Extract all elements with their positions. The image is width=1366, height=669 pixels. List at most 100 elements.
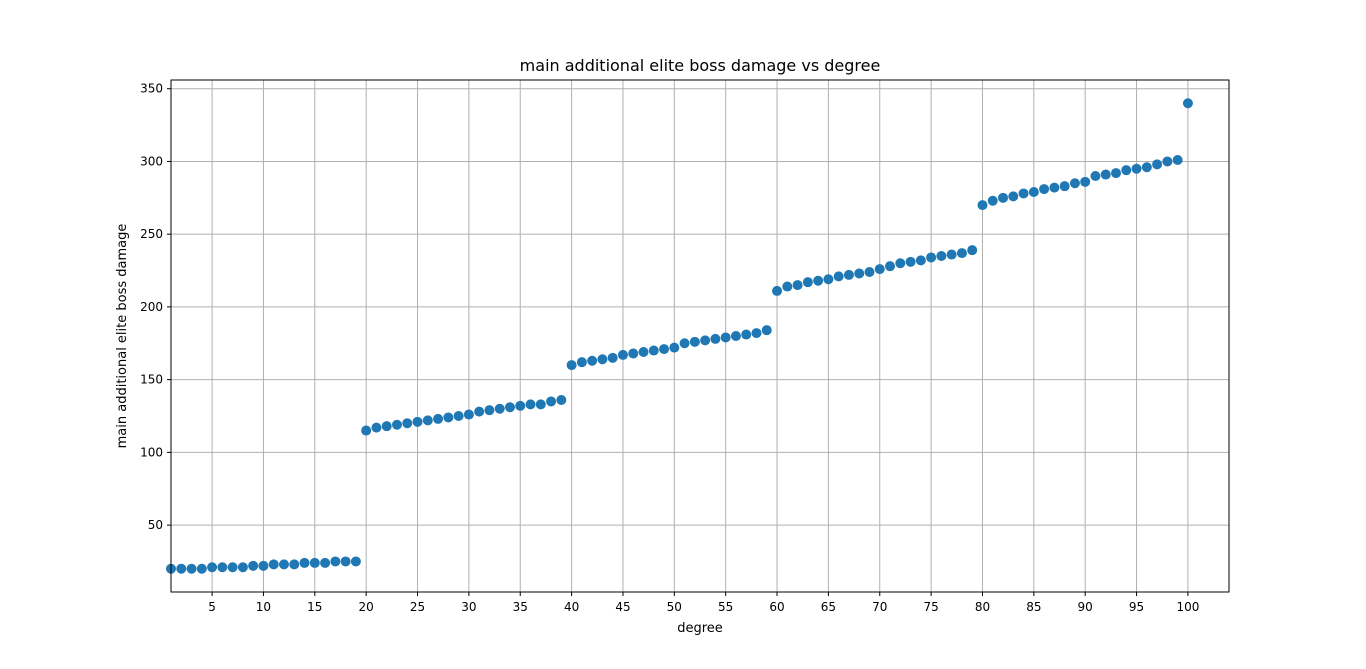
data-point bbox=[1059, 181, 1070, 192]
data-point bbox=[1028, 187, 1039, 197]
data-point bbox=[278, 559, 289, 570]
data-point bbox=[1172, 155, 1183, 165]
data-point bbox=[1141, 162, 1152, 173]
x-tick-label: 80 bbox=[975, 600, 990, 614]
data-point bbox=[761, 325, 772, 336]
data-point bbox=[381, 421, 392, 432]
data-point bbox=[494, 403, 505, 414]
data-point bbox=[823, 274, 834, 285]
data-point bbox=[1182, 98, 1193, 109]
data-point bbox=[689, 336, 700, 347]
data-point bbox=[998, 192, 1009, 203]
plot-frame bbox=[170, 79, 1230, 593]
data-point bbox=[546, 396, 557, 407]
data-point bbox=[946, 249, 957, 260]
data-point bbox=[967, 245, 978, 256]
data-point bbox=[1121, 165, 1132, 176]
data-point bbox=[1008, 191, 1019, 202]
data-point bbox=[1111, 168, 1122, 179]
data-point bbox=[402, 418, 413, 429]
data-point bbox=[504, 402, 515, 413]
data-point bbox=[289, 559, 300, 570]
data-point bbox=[443, 412, 454, 423]
x-axis-ticks: 5 10 15 20 25 30 35 40 45 50 55 60 65 70 75 80 85 90 95 100 bbox=[208, 592, 1199, 614]
y-tick-label: 300 bbox=[140, 154, 163, 168]
data-point bbox=[433, 413, 444, 424]
data-point bbox=[802, 277, 813, 288]
data-point bbox=[956, 248, 967, 259]
x-tick-label: 65 bbox=[821, 600, 836, 614]
data-point bbox=[864, 267, 875, 277]
data-point bbox=[854, 268, 865, 279]
data-point bbox=[309, 557, 320, 568]
data-point bbox=[535, 399, 546, 410]
y-tick-label: 150 bbox=[140, 373, 163, 387]
y-tick-label: 100 bbox=[140, 445, 163, 459]
data-point bbox=[525, 399, 536, 410]
x-tick-label: 90 bbox=[1078, 600, 1093, 614]
x-tick-label: 45 bbox=[615, 600, 630, 614]
data-point bbox=[628, 348, 639, 359]
x-tick-label: 50 bbox=[667, 600, 682, 614]
data-point bbox=[607, 352, 618, 363]
data-point bbox=[987, 195, 998, 206]
data-point bbox=[926, 252, 937, 263]
y-tick-label: 200 bbox=[140, 300, 163, 314]
grid-lines bbox=[171, 80, 1229, 592]
data-point bbox=[936, 251, 947, 261]
data-point bbox=[741, 329, 752, 340]
data-point bbox=[895, 258, 906, 269]
data-point bbox=[792, 280, 803, 291]
data-point bbox=[751, 328, 762, 339]
data-point bbox=[885, 261, 896, 272]
data-point bbox=[1162, 156, 1173, 167]
data-point bbox=[320, 557, 331, 568]
data-point bbox=[422, 415, 433, 426]
data-point bbox=[515, 400, 526, 411]
data-point bbox=[453, 411, 464, 421]
x-tick-label: 5 bbox=[208, 600, 216, 614]
x-tick-label: 85 bbox=[1026, 600, 1041, 614]
data-point bbox=[700, 335, 711, 346]
x-tick-label: 25 bbox=[410, 600, 425, 614]
data-point bbox=[597, 354, 608, 365]
y-axis-ticks: 50 100 150 200 250 300 350 bbox=[140, 82, 171, 532]
data-point bbox=[977, 200, 988, 211]
data-point bbox=[361, 425, 372, 436]
data-point bbox=[1152, 159, 1163, 170]
data-point bbox=[463, 409, 474, 420]
data-point bbox=[679, 338, 690, 349]
data-point bbox=[484, 405, 495, 416]
x-tick-label: 15 bbox=[307, 600, 322, 614]
x-tick-label: 30 bbox=[461, 600, 476, 614]
data-point bbox=[412, 416, 423, 427]
data-point bbox=[915, 255, 926, 266]
data-point bbox=[196, 563, 207, 574]
data-point bbox=[556, 395, 567, 405]
data-point bbox=[340, 556, 351, 567]
data-point bbox=[566, 360, 577, 371]
data-point bbox=[782, 281, 793, 292]
data-point bbox=[1131, 163, 1142, 174]
data-point bbox=[874, 264, 885, 275]
data-point bbox=[1049, 182, 1060, 193]
x-tick-label: 100 bbox=[1176, 600, 1199, 614]
data-point bbox=[1090, 171, 1101, 181]
data-point bbox=[248, 560, 259, 571]
data-point bbox=[905, 256, 916, 267]
data-point bbox=[772, 285, 783, 296]
x-tick-label: 35 bbox=[513, 600, 528, 614]
data-point bbox=[730, 331, 741, 341]
data-point bbox=[227, 562, 238, 573]
data-point bbox=[1018, 188, 1029, 199]
data-point bbox=[843, 269, 854, 280]
data-point bbox=[207, 562, 218, 573]
data-point bbox=[1069, 178, 1080, 189]
data-point bbox=[720, 332, 731, 343]
data-point bbox=[576, 357, 587, 368]
data-point bbox=[371, 422, 382, 433]
data-point bbox=[1039, 184, 1050, 195]
data-point bbox=[587, 355, 598, 366]
